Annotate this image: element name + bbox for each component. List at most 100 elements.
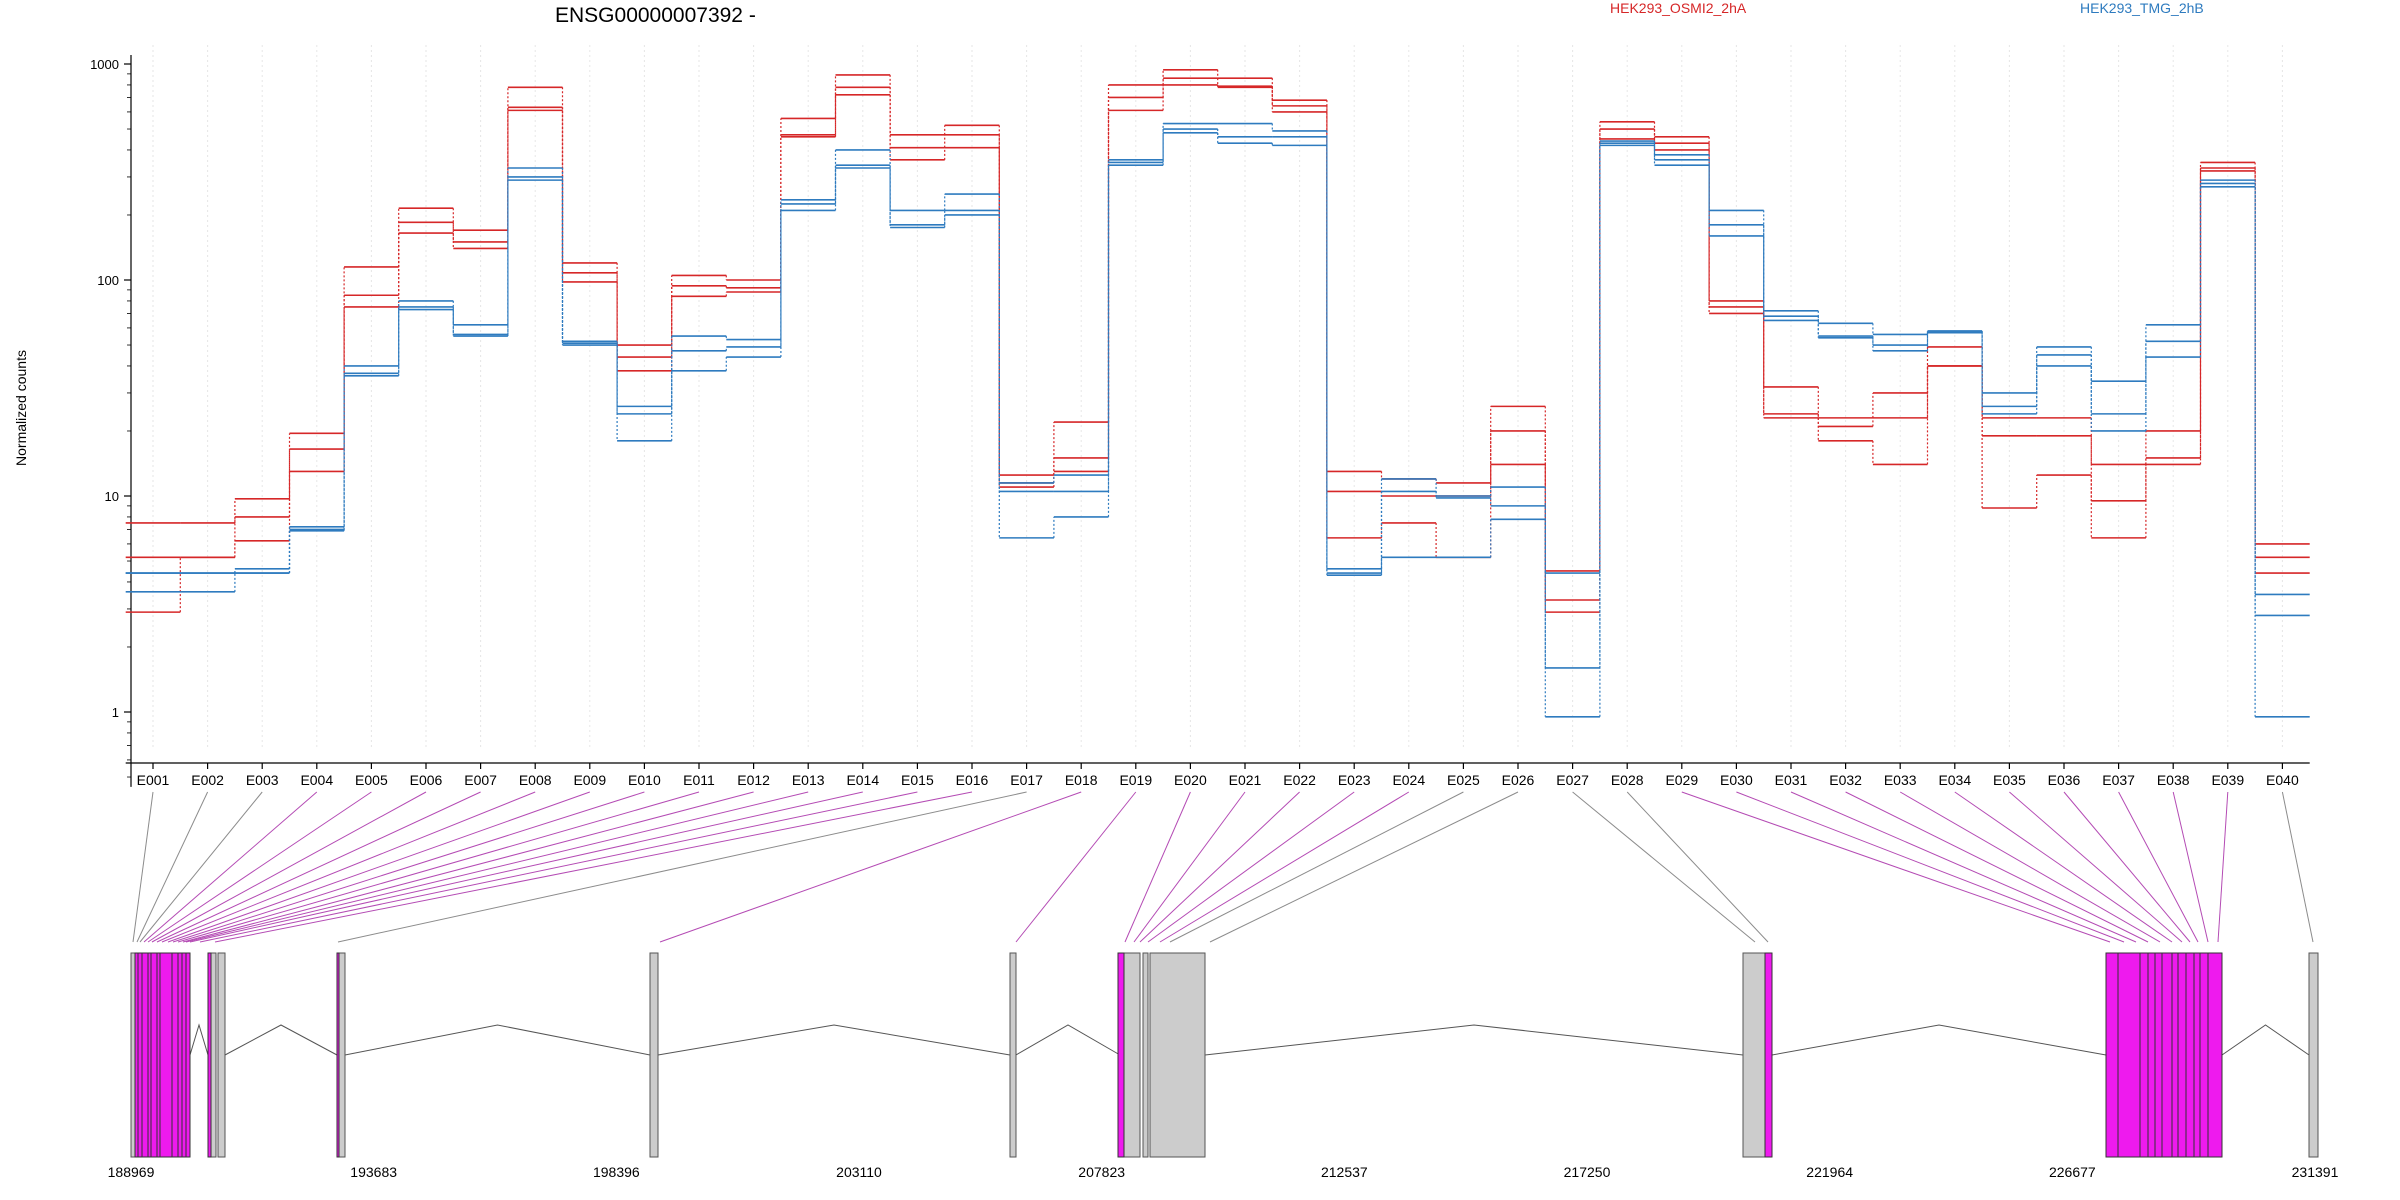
exon-block <box>1009 952 1017 1158</box>
y-tick-label: 10 <box>105 489 119 504</box>
exon-block-highlighted <box>1764 952 1773 1158</box>
exon-label: E011 <box>683 772 715 788</box>
exon-connector <box>136 791 209 943</box>
exon-connector <box>143 791 318 943</box>
exon-label: E013 <box>792 772 825 788</box>
legend-entry-osmi2: HEK293_OSMI2_2hA <box>1610 0 1747 16</box>
exon-center-grid <box>152 45 2283 750</box>
exon-label: E033 <box>1884 772 1917 788</box>
exon-block <box>1142 952 1149 1158</box>
exon-block <box>2308 952 2319 1158</box>
exon-label: E004 <box>300 772 333 788</box>
exon-connector <box>1626 791 1769 943</box>
exon-connector <box>151 791 427 943</box>
exon-connector <box>2063 791 2191 943</box>
chart-title: ENSG00000007392 - <box>555 4 756 27</box>
exon-connector <box>167 791 590 943</box>
exon-connector <box>2217 791 2229 943</box>
exon-label: E024 <box>1392 772 1425 788</box>
exon-label: E015 <box>901 772 934 788</box>
coordinate-label: 193683 <box>350 1164 397 1180</box>
exon-block-highlighted <box>1117 952 1125 1158</box>
exon-connector <box>2281 791 2314 943</box>
exon-connector <box>659 791 1082 943</box>
exon-block <box>338 952 346 1158</box>
exon-label: E008 <box>519 772 552 788</box>
exon-connector <box>1790 791 2137 943</box>
legend-entry-tmg: HEK293_TMG_2hB <box>2080 0 2204 16</box>
series-4 <box>125 128 2310 669</box>
y-axis: 1 10 100 1000 <box>90 55 132 787</box>
exon-connector <box>1954 791 2173 943</box>
y-tick-label: 1 <box>112 705 119 720</box>
intron <box>1015 1024 1121 1056</box>
coordinate-label: 221964 <box>1806 1164 1853 1180</box>
exon-label: E012 <box>737 772 770 788</box>
intron <box>224 1024 338 1056</box>
exon-connector <box>1133 791 1246 943</box>
coordinate-label: 231391 <box>2292 1164 2339 1180</box>
exon-connector <box>199 791 918 943</box>
exon-label: E007 <box>464 772 497 788</box>
exon-label: E032 <box>1829 772 1862 788</box>
exon-connector <box>1015 791 1137 943</box>
exon-label: E025 <box>1447 772 1480 788</box>
exon-label: E027 <box>1556 772 1589 788</box>
coordinate-label: 198396 <box>593 1164 640 1180</box>
exon-label: E021 <box>1229 772 1262 788</box>
series-lines <box>125 69 2310 718</box>
exon-block-highlighted <box>336 952 340 1158</box>
exon-label: E018 <box>1065 772 1098 788</box>
exon-label: E028 <box>1611 772 1644 788</box>
exon-connector <box>214 791 973 943</box>
series-1 <box>125 77 2310 601</box>
exon-connector <box>156 791 481 943</box>
intron <box>1204 1024 1744 1056</box>
exon-connector <box>177 791 700 943</box>
exon-label: E010 <box>628 772 661 788</box>
intron <box>657 1024 1011 1056</box>
exon-label: E003 <box>246 772 279 788</box>
exon-label: E017 <box>1010 772 1043 788</box>
coordinate-label: 207823 <box>1078 1164 1125 1180</box>
intron <box>2221 1024 2310 1056</box>
exon-block-highlighted <box>207 952 212 1158</box>
exon-connector <box>185 791 809 943</box>
exon-label: E035 <box>1993 772 2026 788</box>
gene-model <box>130 952 2319 1158</box>
exon-to-gene-connectors <box>132 791 2314 943</box>
exon-label: E006 <box>410 772 443 788</box>
exon-label: E029 <box>1665 772 1698 788</box>
coordinate-label: 212537 <box>1321 1164 1368 1180</box>
exon-connector <box>2009 791 2183 943</box>
exon-label: E001 <box>137 772 170 788</box>
exon-connector <box>2118 791 2199 943</box>
exon-connector <box>189 791 863 943</box>
exon-block <box>130 952 136 1158</box>
intron <box>1771 1024 2107 1056</box>
exon-label: E040 <box>2266 772 2299 788</box>
coordinate-label: 203110 <box>836 1164 882 1180</box>
exon-block <box>210 952 217 1158</box>
exon-axis: E001 E002 E003 E004 E005 E006 E007 E008 E009 E010… <box>125 762 2310 788</box>
exon-block <box>1149 952 1206 1158</box>
exon-label: E014 <box>846 772 879 788</box>
exon-connector <box>1139 791 1300 943</box>
exon-connector <box>337 791 1027 943</box>
exon-connector <box>1899 791 2161 943</box>
exon-connector <box>1572 791 1756 943</box>
genomic-coordinate-axis: 188969 193683 198396 203110 207823 212537 2172… <box>108 1164 2339 1180</box>
exon-label: E038 <box>2157 772 2190 788</box>
exon-label: E022 <box>1283 772 1316 788</box>
exon-connector <box>2172 791 2209 943</box>
coordinate-label: 217250 <box>1564 1164 1611 1180</box>
exon-connector <box>182 791 754 943</box>
exon-label: E031 <box>1775 772 1808 788</box>
coordinate-label: 226677 <box>2049 1164 2096 1180</box>
exon-connector <box>132 791 154 943</box>
exon-connector <box>172 791 645 943</box>
exon-label: E016 <box>956 772 989 788</box>
exon-block <box>217 952 226 1158</box>
series-5 <box>125 132 2310 718</box>
y-tick-label: 1000 <box>90 57 119 72</box>
